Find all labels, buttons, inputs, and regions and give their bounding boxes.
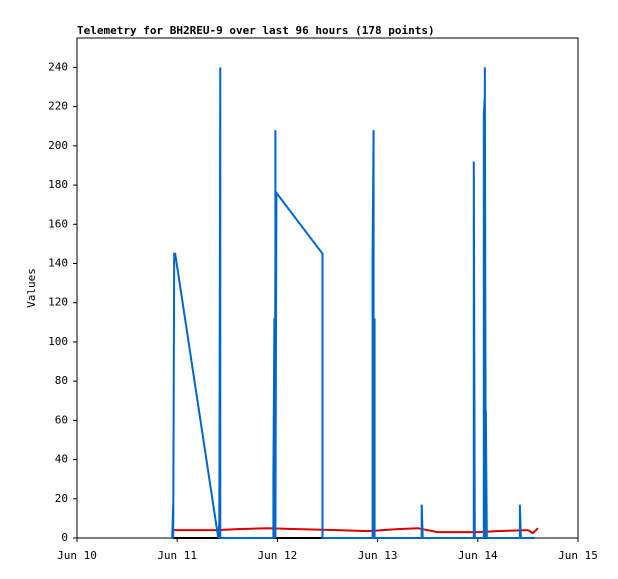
y-tick-label: 240 [48, 60, 68, 73]
y-tick-label: 220 [48, 100, 68, 113]
plot-frame [76, 37, 579, 539]
x-tick-label: Jun 13 [358, 549, 398, 562]
series-line [173, 527, 539, 535]
y-tick-label: 120 [48, 296, 68, 309]
y-tick-label: 20 [55, 492, 68, 505]
y-tick-label: 60 [55, 413, 68, 426]
y-tick-label: 40 [55, 453, 68, 466]
y-tick-label: 100 [48, 335, 68, 348]
y-tick-label: 140 [48, 256, 68, 269]
x-tick-label: Jun 15 [558, 549, 598, 562]
y-tick-label: 80 [55, 374, 68, 387]
chart-title: Telemetry for BH2REU-9 over last 96 hour… [77, 24, 435, 37]
y-tick-label: 200 [48, 139, 68, 152]
x-tick-label: Jun 12 [258, 549, 298, 562]
y-tick-label: 160 [48, 217, 68, 230]
y-axis-label: Values [25, 268, 38, 308]
y-tick-label: 180 [48, 178, 68, 191]
x-tick-label: Jun 11 [157, 549, 197, 562]
y-tick-label: 0 [61, 531, 68, 544]
series-line [171, 67, 535, 539]
x-tick-label: Jun 10 [57, 549, 97, 562]
x-tick-label: Jun 14 [458, 549, 498, 562]
